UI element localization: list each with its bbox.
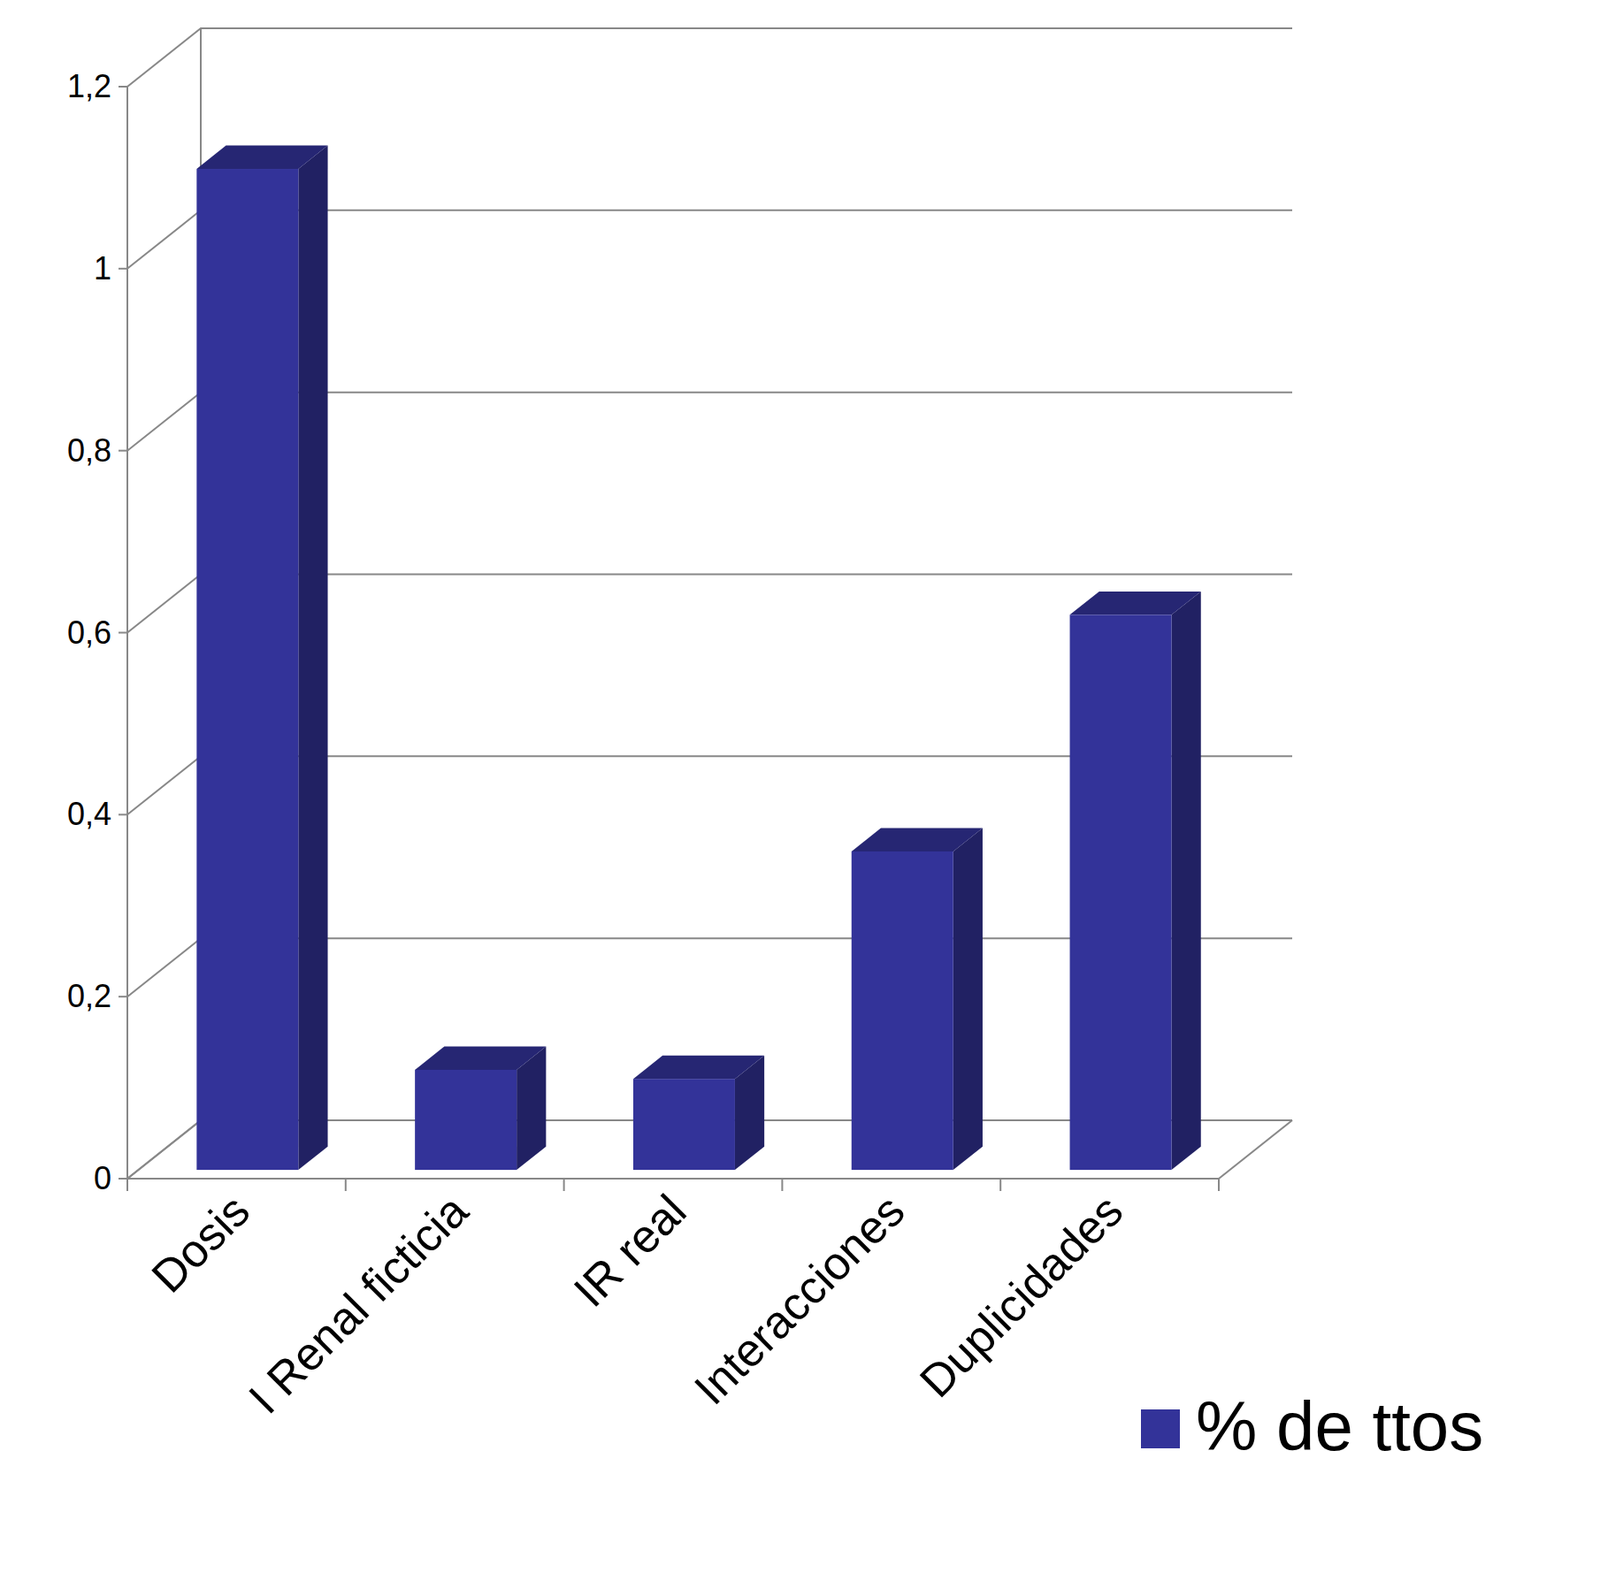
- bar: [633, 1079, 735, 1171]
- bar: [1070, 614, 1172, 1171]
- x-tick-labels: DosisI Renal ficticia IR realInteraccione…: [141, 1185, 1133, 1424]
- tick-label: 1,2: [67, 68, 112, 105]
- tick-label: 1: [93, 250, 112, 287]
- bar-3d: [851, 827, 983, 1171]
- tick-mark: [118, 813, 128, 816]
- tick-mark: [118, 632, 128, 635]
- category-label: I Renal ficticia: [238, 1185, 478, 1424]
- tick-label: 0,2: [67, 978, 112, 1015]
- bar-top: [196, 145, 328, 169]
- category-label: IR real: [563, 1185, 696, 1317]
- floor-edge: [1218, 1120, 1293, 1179]
- y-axis: [126, 86, 129, 1179]
- bar: [196, 168, 299, 1171]
- category-label: Dosis: [141, 1185, 260, 1303]
- chart: 0 0,2 0,4 0,6 0,8 1 1,2 DosisI Renal ficticia IR…: [0, 0, 1600, 1573]
- tick-mark: [118, 1178, 128, 1180]
- bar-3d: [633, 1056, 765, 1171]
- category-label: Duplicidades: [910, 1185, 1134, 1409]
- tick-mark: [118, 85, 128, 88]
- bar-top: [414, 1046, 546, 1070]
- bar-side: [953, 827, 983, 1171]
- x-tick-mark: [563, 1178, 566, 1192]
- tick-mark: [118, 450, 128, 452]
- legend-swatch: [1140, 1409, 1180, 1449]
- chart-root: 0 0,2 0,4 0,6 0,8 1 1,2 DosisI Renal ficticia IR…: [0, 0, 1600, 1573]
- category-label: Interacciones: [684, 1185, 915, 1416]
- bar-top: [1070, 591, 1202, 615]
- tick-label: 0,6: [67, 614, 112, 651]
- bar-3d: [414, 1046, 546, 1171]
- x-tick-mark: [344, 1178, 347, 1192]
- x-tick-mark: [126, 1178, 129, 1192]
- tick-mark: [118, 995, 128, 998]
- bar-side: [298, 145, 328, 1171]
- x-tick-mark: [780, 1178, 783, 1192]
- tick-label: 0: [93, 1160, 112, 1197]
- bar-top: [633, 1056, 765, 1080]
- x-tick-mark: [999, 1178, 1002, 1192]
- x-axis: [127, 1178, 1219, 1180]
- bars: [196, 145, 1201, 1171]
- y-ticks: 0 0,2 0,4 0,6 0,8 1 1,2: [67, 68, 128, 1197]
- x-tick-mark: [1217, 1178, 1220, 1192]
- tick-label: 0,8: [67, 432, 112, 469]
- grid-line: [127, 28, 1293, 87]
- bar: [414, 1070, 517, 1171]
- tick-mark: [118, 267, 128, 270]
- bar-3d: [196, 145, 328, 1171]
- bar-3d: [1070, 591, 1202, 1171]
- bar-top: [851, 827, 983, 851]
- grid: [127, 28, 1293, 1179]
- legend: % de ttos: [1140, 1387, 1484, 1466]
- tick-label: 0,4: [67, 796, 112, 833]
- bar: [851, 851, 954, 1171]
- legend-label: % de ttos: [1195, 1387, 1484, 1466]
- bar-side: [1171, 591, 1202, 1171]
- walls: [127, 28, 1293, 1179]
